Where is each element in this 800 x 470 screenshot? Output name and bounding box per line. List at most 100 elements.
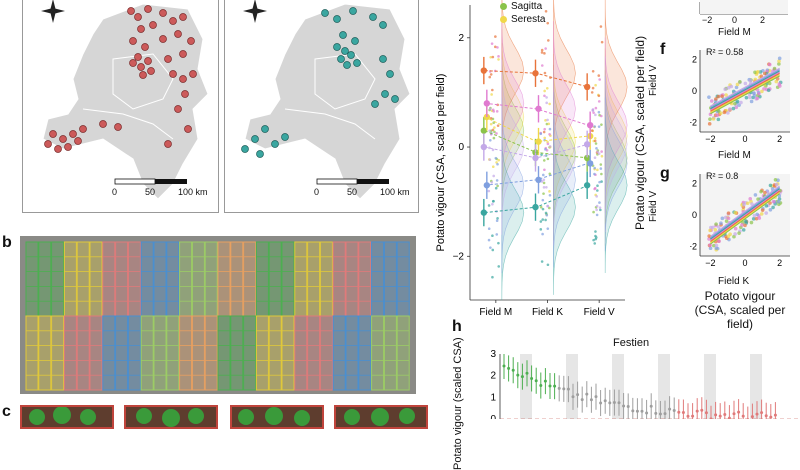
scatter-point (752, 91, 756, 95)
series-connector (484, 102, 589, 126)
scatter-point (728, 107, 732, 111)
data-point (497, 55, 500, 58)
scatter-point (733, 210, 738, 215)
data-point (592, 210, 595, 214)
estimate-point (530, 376, 534, 380)
scatter-point (724, 219, 729, 223)
estimate-point (672, 408, 676, 412)
data-point (542, 130, 546, 134)
data-point (594, 113, 597, 117)
y-axis-label: Potato vigour (CSA, scaled per field) (435, 74, 447, 252)
data-point (590, 129, 594, 132)
scatter-point (757, 216, 762, 220)
data-point (488, 138, 492, 142)
field-plot (358, 241, 372, 317)
data-point (490, 93, 493, 96)
compass-rose-icon (243, 0, 267, 23)
estimate-point (525, 371, 529, 375)
data-point (495, 219, 499, 223)
field-plot (217, 315, 231, 391)
data-point (593, 166, 596, 170)
mean-point (480, 143, 488, 151)
data-point (497, 265, 501, 268)
data-point (492, 199, 495, 203)
data-point (597, 125, 601, 129)
field-plot (383, 315, 397, 391)
data-point (546, 227, 550, 230)
band (658, 354, 670, 419)
data-point (493, 126, 496, 129)
data-point (488, 158, 492, 162)
map-panel-right: 0 50 100 km (224, 0, 419, 213)
scatter-point (748, 95, 752, 100)
scatter-point (762, 87, 766, 91)
scatter-point (709, 225, 713, 230)
y-tick-label: −2 (453, 251, 465, 262)
field-plot (332, 315, 346, 391)
plant-image-2 (124, 405, 218, 429)
regression-line (710, 75, 780, 115)
estimate-point (594, 395, 598, 399)
data-point (489, 55, 493, 59)
estimate-point (691, 414, 695, 418)
estimate-point (737, 410, 741, 414)
scatter-point (753, 193, 758, 197)
data-point (487, 227, 491, 231)
scatter-point (740, 223, 744, 227)
estimate-point (557, 386, 561, 390)
y-tick-label: 0 (458, 142, 464, 153)
data-point (596, 150, 599, 154)
estimate-point (649, 404, 653, 408)
mean-point (583, 83, 591, 91)
scatter-point (777, 62, 781, 66)
scatter-point (731, 106, 736, 111)
data-point (548, 102, 551, 106)
field-plot (243, 315, 257, 391)
field-plot (76, 315, 90, 391)
estimate-point (686, 414, 690, 418)
data-point (494, 186, 498, 190)
data-point (597, 74, 601, 77)
scatter-point (715, 113, 720, 118)
data-point (539, 132, 543, 136)
panel-e-xtick-2: 2 (760, 15, 766, 25)
data-point (491, 55, 495, 59)
panel-label-c: c (2, 403, 11, 420)
field-plot (179, 241, 193, 317)
scale-label-100km: 100 km (178, 187, 208, 197)
scatter-point (726, 211, 731, 215)
data-point (491, 148, 495, 152)
data-point (599, 163, 603, 166)
x-tick-label: 0 (742, 258, 747, 268)
regression-line (710, 74, 780, 113)
regression-line (710, 190, 780, 242)
data-point (546, 118, 549, 122)
scatter-point (735, 82, 740, 87)
field-plot (396, 315, 410, 391)
scale-label-0: 0 (112, 187, 118, 197)
estimate-point (704, 411, 708, 415)
data-point (548, 133, 551, 136)
data-point (593, 137, 597, 140)
data-point (491, 248, 495, 252)
data-point (546, 263, 550, 267)
scale-label-50: 50 (347, 187, 358, 197)
scatter-point (708, 228, 712, 233)
scatter-point (777, 194, 782, 198)
data-point (539, 205, 543, 209)
data-point (600, 180, 603, 183)
y-tick-label: 0 (490, 414, 496, 419)
estimate-point (663, 412, 667, 416)
data-point (540, 48, 544, 52)
scatter-point (714, 243, 719, 248)
field-plot (63, 315, 77, 391)
field-plot (294, 241, 308, 317)
scatter-point (713, 227, 718, 232)
y-tick-label: −2 (690, 118, 697, 128)
plant-image-4 (334, 405, 428, 429)
estimate-point (580, 398, 584, 402)
data-point (594, 106, 598, 110)
data-point (599, 167, 603, 170)
data-point (540, 51, 544, 54)
y-tick-label: 0 (692, 86, 697, 96)
